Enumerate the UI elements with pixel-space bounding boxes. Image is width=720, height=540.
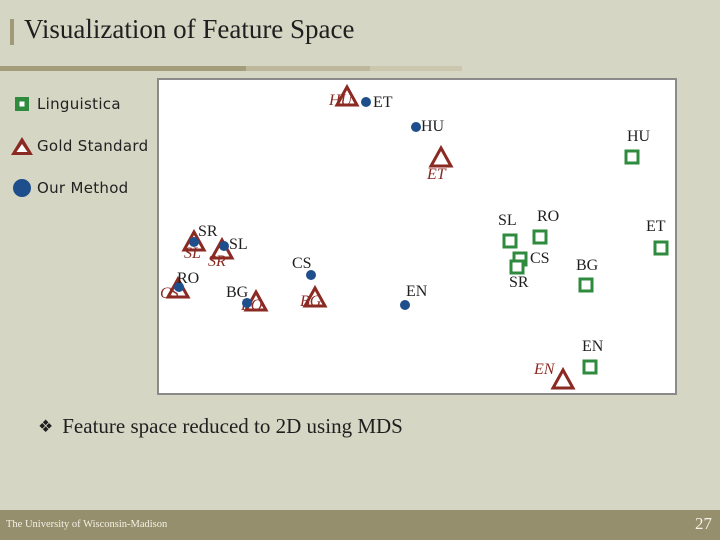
point-label-en: EN (582, 338, 604, 355)
title-rule-light (370, 66, 462, 71)
green-square-icon (10, 93, 34, 115)
point-square-sl (502, 233, 518, 249)
point-label-cs: CS (292, 255, 312, 272)
point-square-en (582, 359, 598, 375)
page-number: 27 (695, 514, 712, 533)
point-triangle-en (550, 366, 576, 390)
point-label-cs: CS (530, 250, 550, 267)
point-label-ro: RO (537, 208, 559, 225)
point-label-et: ET (373, 94, 393, 111)
bullet-point: ❖ Feature space reduced to 2D using MDS (38, 414, 403, 439)
red-triangle-icon (10, 135, 34, 157)
title-rule-dark (0, 66, 246, 71)
point-label-hu: HU (421, 118, 445, 135)
point-label-ro: RO (177, 270, 199, 287)
point-triangle-hu (334, 83, 360, 107)
blue-dot-icon (10, 177, 34, 199)
point-dot-bg (242, 298, 252, 308)
point-label-sr: SR (509, 274, 529, 291)
point-label-sr: SR (208, 253, 226, 270)
point-label-bg: BG (576, 257, 599, 274)
point-triangle-bg (302, 284, 328, 308)
point-label-hu: HU (627, 128, 651, 145)
diamond-bullet-icon: ❖ (38, 416, 54, 436)
point-label-sl: SL (498, 212, 517, 229)
point-label-et: ET (646, 218, 666, 235)
scatter-plot-area: HU ET SL RO CS SR BG EN HU ET SL SR CS RO BG EN ET HU SR SL… (157, 78, 677, 395)
bullet-text: Feature space reduced to 2D using MDS (62, 414, 403, 438)
footer-bar: The University of Wisconsin-Madison 27 (0, 510, 720, 540)
title-accent-bar (10, 19, 14, 45)
point-label-et: ET (426, 166, 447, 183)
point-label-cs: CS (160, 285, 179, 302)
point-label-bg: BG (226, 284, 249, 301)
point-triangle-et (428, 144, 454, 168)
point-label-sl: SL (184, 245, 201, 262)
legend-linguistica: Linguistica (10, 93, 121, 115)
point-label-sl: SL (229, 236, 248, 253)
legend-our-method: Our Method (10, 177, 129, 199)
legend-gold-standard: Gold Standard (10, 135, 148, 157)
title-rule-mid (246, 66, 370, 71)
point-dot-et (361, 97, 371, 107)
legend-label: Linguistica (37, 95, 121, 113)
point-dot-sr (189, 237, 199, 247)
point-square-bg (578, 277, 594, 293)
point-square-et (653, 240, 669, 256)
point-label-bg: BG (300, 293, 322, 310)
footer-text: The University of Wisconsin-Madison (6, 519, 168, 530)
point-dot-cs (306, 270, 316, 280)
legend-label: Our Method (37, 179, 129, 197)
legend-label: Gold Standard (37, 137, 149, 155)
point-dot-ro (174, 282, 184, 292)
point-label-en: EN (406, 283, 428, 300)
slide-title: Visualization of Feature Space (24, 14, 355, 44)
point-dot-sl (219, 241, 229, 251)
point-dot-hu (411, 122, 421, 132)
point-label-sr: SR (198, 223, 218, 240)
point-square-sr (509, 259, 525, 275)
point-square-ro (532, 229, 548, 245)
point-label-hu: HU (328, 92, 354, 109)
point-label-en: EN (533, 361, 556, 378)
point-dot-en (400, 300, 410, 310)
point-square-hu (624, 149, 640, 165)
